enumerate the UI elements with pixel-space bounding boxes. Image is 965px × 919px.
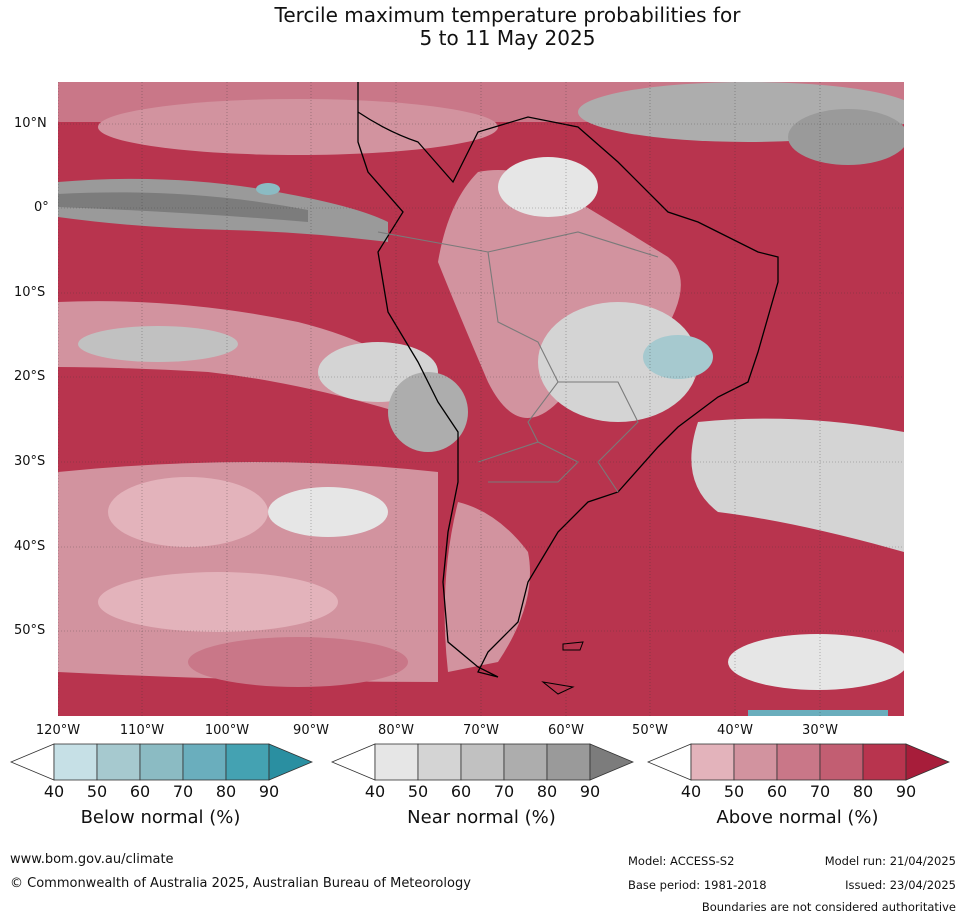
colorbar-tick-label: 70 [493,782,515,801]
field-south-atlantic-grey [691,418,904,552]
title-line-2: 5 to 11 May 2025 [419,26,596,50]
colorbar-tick-label: 60 [450,782,472,801]
field-north-pink-2 [98,99,498,155]
title-line-1: Tercile maximum temperature probabilitie… [274,3,741,27]
longitude-label: 50°W [632,723,668,738]
colorbar-over-triangle [905,743,950,781]
colorbar-segment [776,743,821,781]
colorbar-segment [733,743,778,781]
latitude-label: 50°S [14,623,46,638]
colorbar-under-triangle [10,743,55,781]
colorbar-title: Near normal (%) [407,807,556,828]
colorbar-tick-label: 90 [895,782,917,801]
colorbar-tick-label: 90 [579,782,601,801]
longitude-label: 110°W [119,723,165,738]
colorbar-tick-label: 50 [407,782,429,801]
footer-model: Model: ACCESS-S2 [628,854,735,868]
field-patagonia [444,502,530,672]
field-ne-grey-2 [788,109,904,165]
colorbar-segment [862,743,907,781]
falkland-islands [562,641,584,651]
tierra-del-fuego [541,681,575,695]
map-canvas [58,82,904,716]
field-sp-light-2 [98,572,338,632]
colorbar-title: Above normal (%) [716,807,879,828]
chart-title: Tercile maximum temperature probabilitie… [0,4,965,50]
latitude-label: 10°S [14,285,46,300]
colorbar-tick-label: 70 [809,782,831,801]
field-south-blue [748,710,888,716]
colorbar-tick-label: 40 [364,782,386,801]
country-borders [377,231,659,493]
colorbar-tick-label: 80 [852,782,874,801]
field-small-blue [256,183,280,195]
longitude-label: 30°W [802,723,838,738]
footer-issued: Issued: 23/04/2025 [845,878,956,892]
longitude-label: 100°W [204,723,250,738]
footer-base-period: Base period: 1981-2018 [628,878,767,892]
colorbar-tick-label: 80 [536,782,558,801]
field-coast-grey-2 [388,372,468,452]
field-sp-mid [188,637,408,687]
colorbar-segment [546,743,591,781]
colorbar-segment [690,743,735,781]
colorbar-segment [460,743,505,781]
field-pacific-grey [78,326,238,362]
colorbar-segment [503,743,548,781]
colorbar-tick-label: 80 [215,782,237,801]
field-sa-south-grey [728,634,904,690]
colorbar-tick-label: 50 [723,782,745,801]
field-equatorial-dark-grey [58,192,308,222]
colorbar-tick-label: 40 [680,782,702,801]
field-sp-grey [268,487,388,537]
colorbar-segment [139,743,184,781]
colorbar-segment [819,743,864,781]
colorbar-over-triangle [268,743,313,781]
colorbar-segment [182,743,227,781]
colorbar-segment [96,743,141,781]
colorbar-segment [374,743,419,781]
graticule [58,82,904,716]
colorbar-tick-label: 90 [258,782,280,801]
longitude-label: 40°W [717,723,753,738]
probability-map [58,82,904,716]
longitude-label: 90°W [293,723,329,738]
colorbar-swatches [647,743,950,781]
colorbar-tick-label: 70 [172,782,194,801]
colorbar-under-triangle [647,743,692,781]
colorbar-segment [417,743,462,781]
latitude-label: 0° [34,200,49,215]
colorbar-tick-label: 50 [86,782,108,801]
latitude-label: 10°N [14,116,47,131]
footer-disclaimer: Boundaries are not considered authoritat… [701,900,956,914]
footer-website[interactable]: www.bom.gov.au/climate [10,852,174,867]
colorbar-segment [225,743,270,781]
field-sp-light [108,477,268,547]
field-continent-grey [538,302,698,422]
probability-fields [58,82,904,716]
field-northern-sa-grey [498,157,598,217]
colorbar-swatches [331,743,634,781]
longitude-label: 120°W [35,723,81,738]
colorbar-tick-label: 60 [766,782,788,801]
field-continent-blue [643,335,713,379]
colorbar-title: Below normal (%) [80,807,241,828]
footer-model-run: Model run: 21/04/2025 [824,854,956,868]
colorbar-tick-label: 40 [43,782,65,801]
colorbar-under-triangle [331,743,376,781]
colorbar-tick-label: 60 [129,782,151,801]
longitude-label: 60°W [548,723,584,738]
south-america-coastline [357,82,779,678]
latitude-label: 20°S [14,369,46,384]
footer-copyright: © Commonwealth of Australia 2025, Austra… [10,876,471,891]
coastlines [357,82,779,695]
colorbar-segment [53,743,98,781]
latitude-label: 30°S [14,454,46,469]
colorbar-swatches [10,743,313,781]
longitude-label: 80°W [378,723,414,738]
colorbar-over-triangle [589,743,634,781]
latitude-label: 40°S [14,539,46,554]
longitude-label: 70°W [463,723,499,738]
